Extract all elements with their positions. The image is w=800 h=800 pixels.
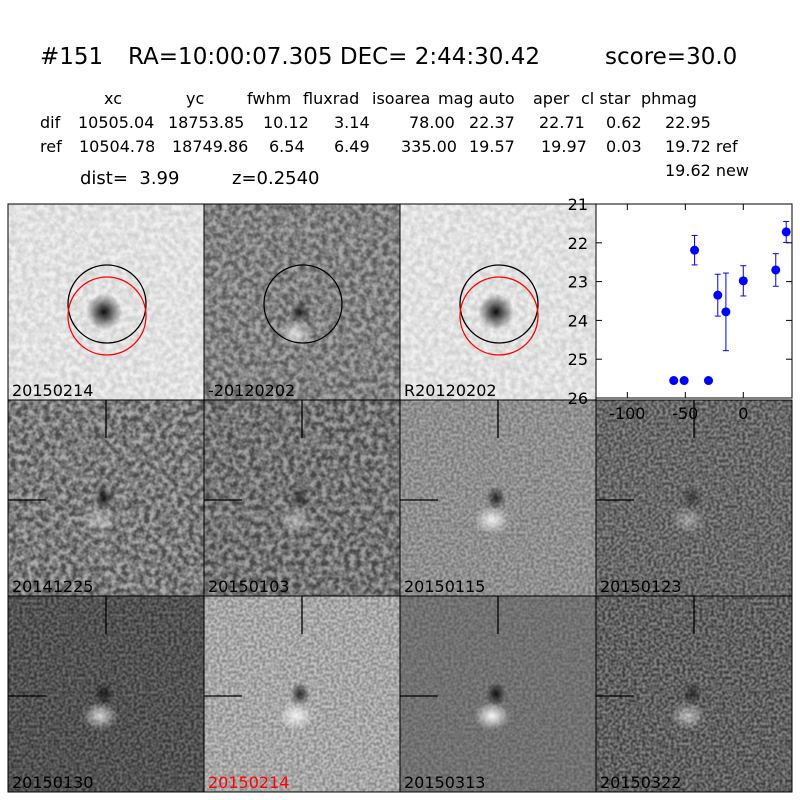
data-point — [703, 376, 713, 386]
table-cell: 6.49 — [334, 137, 370, 156]
table-cell: 78.00 — [409, 113, 455, 132]
source — [682, 682, 702, 706]
table-cell: 22.95 — [665, 113, 711, 132]
coordinates: RA=10:00:07.305 DEC= 2:44:30.42 — [128, 44, 540, 70]
column-header: aper — [533, 89, 570, 108]
stamp-label: 20150322 — [600, 773, 681, 792]
stamp-label: -20120202 — [208, 381, 295, 400]
data-point — [781, 227, 791, 237]
source — [94, 682, 114, 706]
table-cell: 19.57 — [469, 137, 515, 156]
source — [478, 294, 514, 330]
data-point — [679, 376, 689, 386]
source — [682, 486, 702, 510]
table-cell: 335.00 — [401, 137, 457, 156]
table-cell: 0.62 — [606, 113, 642, 132]
aperture — [67, 264, 147, 344]
column-header: xc — [104, 89, 122, 108]
column-header: fwhm — [247, 89, 291, 108]
column-header: fluxrad — [303, 89, 359, 108]
candidate-id: #151 — [40, 44, 103, 70]
row-label: dif — [40, 113, 61, 132]
data-point — [721, 307, 731, 317]
stamp-label: 20150130 — [12, 773, 93, 792]
residual-light — [670, 702, 706, 730]
residual-light — [670, 506, 706, 534]
y-tick-label: 26 — [568, 389, 588, 408]
aperture-ref — [459, 276, 539, 356]
column-header: mag auto — [438, 89, 515, 108]
aperture-ref — [67, 276, 147, 356]
residual-light — [278, 702, 314, 730]
aperture — [263, 264, 343, 344]
phmag-new: 19.62 new — [665, 161, 749, 180]
table-cell: 18753.85 — [168, 113, 244, 132]
data-point — [738, 276, 748, 286]
source — [486, 682, 506, 706]
residual-light — [474, 506, 510, 534]
y-tick-label: 24 — [568, 311, 588, 330]
table-cell: 10.12 — [263, 113, 309, 132]
data-point — [690, 245, 700, 255]
source — [290, 682, 310, 706]
column-header: cl star — [581, 89, 631, 108]
stamp-label: 20150214 — [12, 381, 93, 400]
source — [486, 486, 506, 510]
light-curve: 21 22 23 24 25 26 -100 -50 0 — [568, 195, 793, 423]
data-point — [669, 376, 679, 386]
table-cell: 6.54 — [269, 137, 305, 156]
stamp-label: R20120202 — [404, 381, 497, 400]
row-label: ref — [40, 137, 62, 156]
source — [86, 294, 122, 330]
source — [94, 486, 114, 510]
source — [290, 486, 310, 510]
residual-light — [278, 506, 314, 534]
table-cell: 0.03 — [606, 137, 642, 156]
source — [290, 300, 310, 324]
table-cell: 10505.04 — [78, 113, 154, 132]
stamp-label: 20150313 — [404, 773, 485, 792]
table-cell: 22.37 — [469, 113, 515, 132]
column-header: yc — [186, 89, 204, 108]
y-tick-label: 25 — [568, 350, 588, 369]
data-point — [713, 290, 723, 300]
x-tick-label: -50 — [672, 404, 698, 423]
x-tick-label: -100 — [609, 404, 645, 423]
table-cell: 22.71 — [539, 113, 585, 132]
y-tick-label: 23 — [568, 273, 588, 292]
score: score=30.0 — [605, 44, 737, 70]
stamp-label: 20141225 — [12, 577, 93, 596]
stamp-label: 20150123 — [600, 577, 681, 596]
stamp-label: 20150214 — [208, 773, 289, 792]
aperture — [459, 264, 539, 344]
residual-light — [278, 320, 314, 348]
plot-area — [595, 203, 793, 399]
table-cell: 19.72 ref — [665, 137, 738, 156]
stamp-label: 20150115 — [404, 577, 485, 596]
table-cell: 10504.78 — [79, 137, 155, 156]
residual-light — [82, 506, 118, 534]
stamp-label: 20150103 — [208, 577, 289, 596]
column-header: isoarea — [372, 89, 430, 108]
y-tick-label: 22 — [568, 234, 588, 253]
redshift: z=0.2540 — [232, 168, 320, 189]
stamp-grid: 20150214 -20120202 R20120202 20141225 201501… — [7, 203, 793, 793]
table-cell: 3.14 — [334, 113, 370, 132]
table-cell: 18749.86 — [172, 137, 248, 156]
column-header: phmag — [641, 89, 697, 108]
table-cell: 19.97 — [541, 137, 587, 156]
residual-light — [82, 702, 118, 730]
residual-light — [474, 702, 510, 730]
x-tick-label: 0 — [738, 404, 748, 423]
stamp-frame — [595, 595, 793, 793]
distance: dist= 3.99 — [80, 168, 179, 189]
data-point — [771, 265, 781, 275]
y-tick-label: 21 — [568, 195, 588, 214]
